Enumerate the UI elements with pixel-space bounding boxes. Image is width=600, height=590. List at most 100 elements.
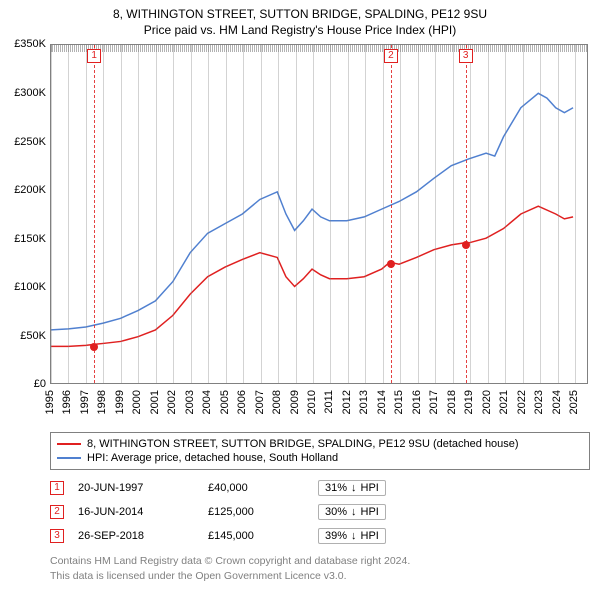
sale-row: 326-SEP-2018£145,00039%↓HPI [50, 524, 590, 548]
x-tick-label: 1995 [44, 390, 56, 414]
x-tick-label: 2018 [446, 390, 458, 414]
x-tick-label: 2009 [289, 390, 301, 414]
footer-line1: Contains HM Land Registry data © Crown c… [50, 554, 592, 568]
x-tick-label: 2021 [498, 390, 510, 414]
y-tick-label: £150K [14, 233, 46, 245]
marker-box: 2 [384, 49, 398, 63]
x-tick-label: 2025 [568, 390, 580, 414]
v-gridline [51, 45, 52, 383]
hpi-pct: 31% [325, 482, 347, 494]
x-tick-label: 1998 [96, 390, 108, 414]
x-tick-label: 2016 [411, 390, 423, 414]
marker-box: 1 [87, 49, 101, 63]
v-gridline [453, 45, 454, 383]
v-gridline [68, 45, 69, 383]
sale-hpi-delta: 31%↓HPI [318, 480, 590, 496]
v-gridline [470, 45, 471, 383]
y-axis-labels: £0£50K£100K£150K£200K£250K£300K£350K [8, 44, 50, 384]
hpi-delta-badge: 30%↓HPI [318, 504, 386, 520]
x-tick-label: 2013 [358, 390, 370, 414]
x-tick-label: 2022 [516, 390, 528, 414]
h-gridline [51, 51, 587, 52]
x-tick-label: 2007 [254, 390, 266, 414]
hpi-pct: 30% [325, 506, 347, 518]
x-tick-label: 1999 [114, 390, 126, 414]
v-gridline [505, 45, 506, 383]
v-gridline [138, 45, 139, 383]
x-tick-label: 2010 [306, 390, 318, 414]
y-tick-label: £300K [14, 87, 46, 99]
x-tick-label: 2002 [166, 390, 178, 414]
x-axis-labels: 1995199619971998199920002001200220032004… [50, 386, 588, 426]
y-tick-label: £50K [20, 330, 46, 342]
chart-title: 8, WITHINGTON STREET, SUTTON BRIDGE, SPA… [8, 6, 592, 38]
sales-table: 1 20-JUN-1997£40,000 31% ↓ HPI 2 16-JUN-2014£1… [50, 476, 590, 548]
v-gridline [435, 45, 436, 383]
down-arrow-icon: ↓ [351, 530, 357, 542]
v-gridline [523, 45, 524, 383]
y-tick-label: £350K [14, 38, 46, 50]
v-gridline [540, 45, 541, 383]
v-gridline [400, 45, 401, 383]
v-gridline [296, 45, 297, 383]
x-tick-label: 2015 [393, 390, 405, 414]
v-gridline [243, 45, 244, 383]
x-tick-label: 2004 [201, 390, 213, 414]
y-tick-label: £200K [14, 184, 46, 196]
v-gridline [348, 45, 349, 383]
sale-row: 120-JUN-1997£40,00031%↓HPI [50, 476, 590, 500]
x-tick-label: 2012 [341, 390, 353, 414]
v-gridline [558, 45, 559, 383]
x-tick-label: 2001 [149, 390, 161, 414]
chart-container: 8, WITHINGTON STREET, SUTTON BRIDGE, SPA… [0, 0, 600, 589]
v-gridline [365, 45, 366, 383]
v-gridline [173, 45, 174, 383]
title-address: 8, WITHINGTON STREET, SUTTON BRIDGE, SPA… [8, 6, 592, 22]
sale-hpi-delta: 30%↓HPI [318, 504, 590, 520]
legend-label: 8, WITHINGTON STREET, SUTTON BRIDGE, SPA… [87, 438, 519, 450]
sale-price: £125,000 [208, 506, 318, 518]
down-arrow-icon: ↓ [351, 482, 357, 494]
sale-marker-box: 1 [50, 481, 64, 495]
y-tick-label: £250K [14, 136, 46, 148]
legend-label: HPI: Average price, detached house, Sout… [87, 452, 338, 464]
v-gridline [575, 45, 576, 383]
v-gridline [121, 45, 122, 383]
marker-vline [391, 45, 392, 383]
v-gridline [261, 45, 262, 383]
v-gridline [191, 45, 192, 383]
sale-date: 20-JUN-1997 [78, 482, 208, 494]
marker-dot [90, 343, 98, 351]
v-gridline [156, 45, 157, 383]
marker-vline [466, 45, 467, 383]
x-tick-label: 2019 [463, 390, 475, 414]
x-tick-label: 2003 [184, 390, 196, 414]
hpi-vs-label: HPI [361, 506, 379, 518]
y-tick-label: £100K [14, 281, 46, 293]
x-tick-label: 2005 [219, 390, 231, 414]
x-tick-label: 2020 [481, 390, 493, 414]
hpi-pct: 39% [325, 530, 347, 542]
footer-line2: This data is licensed under the Open Gov… [50, 569, 592, 583]
sale-row: 2 16-JUN-2014£125,00030%↓HPI [50, 500, 590, 524]
legend-swatch [57, 457, 81, 459]
chart-area: £0£50K£100K£150K£200K£250K£300K£350K 123… [8, 44, 592, 424]
marker-box: 3 [459, 49, 473, 63]
v-gridline [226, 45, 227, 383]
x-tick-label: 2008 [271, 390, 283, 414]
sale-price: £145,000 [208, 530, 318, 542]
sale-price: £40,000 [208, 482, 318, 494]
sale-date: 16-JUN-2014 [78, 506, 208, 518]
v-gridline [86, 45, 87, 383]
legend-swatch [57, 443, 81, 445]
x-tick-label: 2006 [236, 390, 248, 414]
sale-marker-box: 2 [50, 505, 64, 519]
y-tick-label: £0 [34, 378, 46, 390]
v-gridline [208, 45, 209, 383]
legend: 8, WITHINGTON STREET, SUTTON BRIDGE, SPA… [50, 432, 590, 470]
hpi-vs-label: HPI [361, 530, 379, 542]
x-tick-label: 2024 [551, 390, 563, 414]
series-svg [51, 45, 587, 383]
x-tick-label: 2000 [131, 390, 143, 414]
x-tick-label: 2023 [533, 390, 545, 414]
